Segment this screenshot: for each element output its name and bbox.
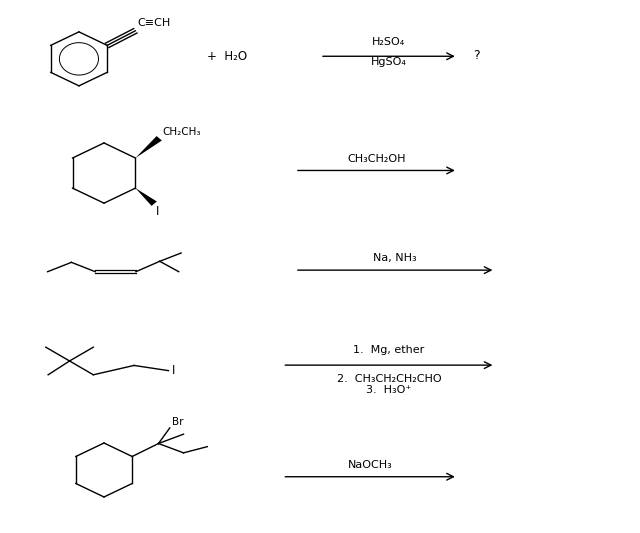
Text: H₂SO₄: H₂SO₄: [372, 37, 406, 47]
Text: HgSO₄: HgSO₄: [371, 58, 407, 67]
Text: Na, NH₃: Na, NH₃: [373, 253, 417, 263]
Text: 3.  H₃O⁺: 3. H₃O⁺: [366, 385, 412, 395]
Polygon shape: [136, 188, 157, 206]
Text: Br: Br: [172, 417, 183, 427]
Text: I: I: [156, 205, 159, 218]
Text: 2.  CH₃CH₂CH₂CHO: 2. CH₃CH₂CH₂CHO: [337, 375, 441, 384]
Text: ?: ?: [474, 49, 480, 62]
Text: C≡CH: C≡CH: [138, 18, 171, 28]
Text: +  H₂O: + H₂O: [207, 50, 248, 63]
Text: CH₂CH₃: CH₂CH₃: [163, 127, 201, 137]
Text: I: I: [172, 364, 175, 377]
Text: CH₃CH₂OH: CH₃CH₂OH: [347, 154, 406, 164]
Polygon shape: [136, 136, 162, 158]
Text: NaOCH₃: NaOCH₃: [348, 460, 392, 470]
Text: 1.  Mg, ether: 1. Mg, ether: [353, 345, 424, 355]
